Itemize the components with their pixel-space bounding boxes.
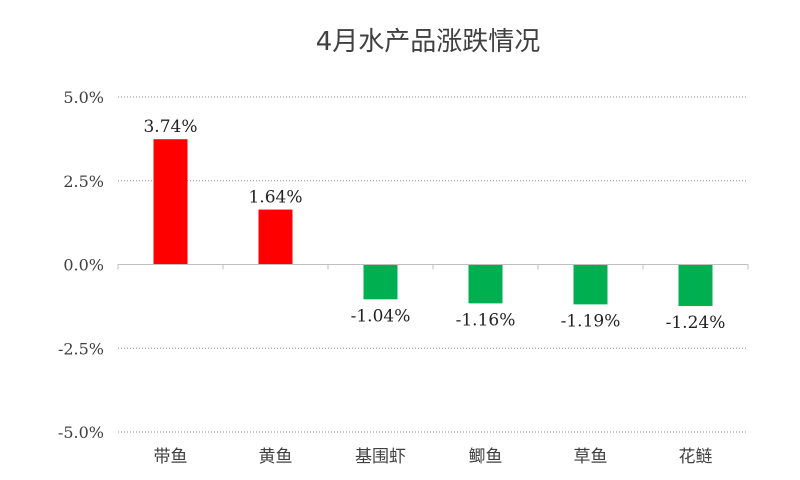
x-tick-label: 黄鱼	[259, 447, 293, 467]
x-tick-label: 鲫鱼	[469, 447, 503, 467]
gridlines	[118, 96, 748, 433]
x-tick-label: 带鱼	[154, 447, 188, 467]
x-tick-label: 基围虾	[355, 447, 406, 467]
data-label: -1.19%	[561, 311, 621, 331]
chart-title: 4月水产品涨跌情况	[316, 27, 541, 57]
data-labels: 3.74% 1.64% -1.04% -1.16% -1.19% -1.24%	[143, 117, 725, 333]
bar	[678, 264, 713, 307]
x-axis	[117, 264, 749, 270]
y-tick-label: -2.5%	[58, 339, 104, 358]
data-label: -1.04%	[351, 306, 411, 326]
bar	[363, 264, 398, 300]
y-tick-label: 2.5%	[63, 172, 104, 191]
x-tick-label: 草鱼	[574, 447, 608, 467]
data-label: 1.64%	[248, 188, 302, 208]
data-label: 3.74%	[143, 117, 197, 137]
y-tick-label: 0.0%	[63, 256, 104, 275]
bar	[468, 264, 503, 304]
bar	[153, 139, 188, 265]
y-tick-label: 5.0%	[63, 88, 104, 107]
x-axis-ticks: 带鱼 黄鱼 基围虾 鲫鱼 草鱼 花鲢	[154, 447, 713, 467]
y-axis-ticks: 5.0% 2.5% 0.0% -2.5% -5.0%	[58, 88, 104, 442]
bars	[153, 139, 713, 307]
bar	[258, 209, 293, 265]
y-tick-label: -5.0%	[58, 423, 104, 442]
data-label: -1.16%	[456, 310, 516, 330]
x-tick-label: 花鲢	[679, 447, 713, 467]
data-label: -1.24%	[666, 313, 726, 333]
bar	[573, 264, 608, 305]
